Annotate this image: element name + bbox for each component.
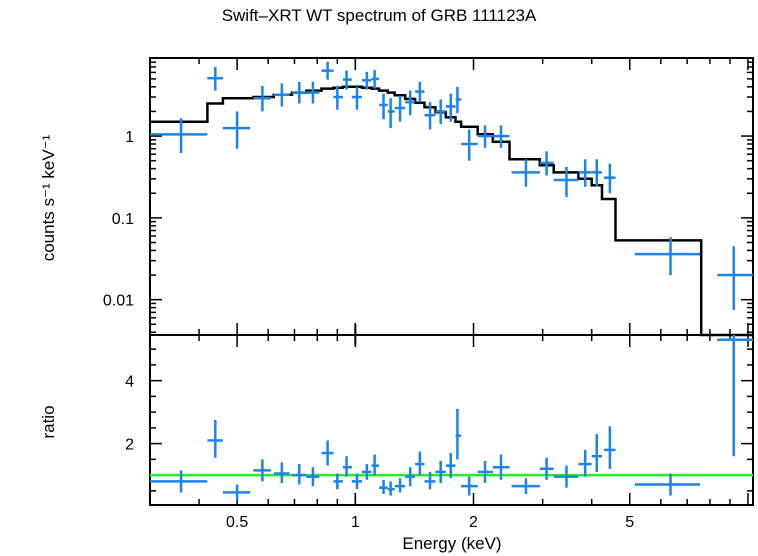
data-point	[292, 464, 307, 485]
data-point	[273, 83, 290, 107]
y-tick-label: 4	[125, 374, 134, 391]
y-axis-label-top: counts s⁻¹ keV⁻¹	[39, 134, 58, 261]
data-point	[150, 470, 208, 493]
data-point	[455, 86, 462, 114]
data-point	[361, 71, 372, 90]
data-point	[405, 467, 416, 487]
x-tick-label: 2	[469, 514, 478, 531]
bottom-panel-axes: 0.5 1 2 5 2 4	[125, 335, 753, 531]
x-tick-label: 0.5	[226, 514, 248, 531]
data-point	[333, 85, 343, 110]
data-point	[591, 434, 603, 472]
data-point	[424, 102, 436, 130]
data-point	[539, 151, 554, 176]
data-point	[578, 449, 592, 477]
data-point	[591, 159, 603, 187]
x-tick-label: 1	[351, 514, 360, 531]
data-point	[435, 99, 446, 125]
data-point	[253, 459, 272, 482]
top-panel-axes: 1 0.1 0.01	[103, 57, 753, 345]
data-point	[292, 81, 307, 104]
y-tick-label: 0.1	[112, 211, 134, 228]
data-point	[207, 420, 223, 458]
data-point	[492, 125, 510, 148]
data-point	[461, 476, 478, 496]
data-point	[553, 166, 579, 197]
data-point	[222, 111, 251, 149]
data-point	[387, 98, 395, 129]
data-point	[333, 473, 343, 490]
data-point	[351, 86, 362, 110]
data-point	[306, 467, 320, 487]
data-point	[435, 460, 446, 483]
data-point	[321, 61, 334, 80]
data-point	[150, 118, 208, 154]
data-point	[553, 465, 579, 488]
data-point	[717, 246, 753, 310]
chart-title: Swift–XRT WT spectrum of GRB 111123A	[221, 6, 537, 25]
data-point	[604, 426, 616, 469]
data-point	[405, 90, 416, 116]
y-tick-label: 0.01	[103, 293, 134, 310]
y-axis-label-bottom: ratio	[39, 405, 58, 438]
data-point	[445, 93, 456, 122]
data-point	[342, 456, 352, 477]
model-line	[150, 85, 753, 337]
data-point	[342, 70, 352, 90]
data-point	[455, 408, 462, 460]
data-point	[492, 454, 510, 480]
y-tick-label: 1	[125, 129, 134, 146]
data-point	[415, 81, 425, 103]
data-point	[604, 163, 616, 194]
data-point	[371, 70, 380, 89]
data-point	[379, 479, 388, 494]
data-point	[273, 462, 290, 483]
x-axis-label: Energy (keV)	[402, 534, 501, 553]
data-point	[717, 335, 753, 457]
data-point	[424, 471, 436, 490]
data-point	[445, 453, 456, 479]
data-point	[511, 478, 540, 494]
data-point	[371, 454, 380, 476]
data-point	[379, 93, 388, 120]
spectrum-data-points	[150, 61, 753, 310]
data-point	[222, 484, 251, 501]
data-point	[511, 159, 540, 187]
data-point	[477, 125, 493, 148]
data-point	[634, 473, 701, 496]
data-point	[634, 237, 701, 276]
ratio-data-points	[150, 335, 753, 501]
data-point	[351, 473, 362, 490]
data-point	[306, 81, 320, 104]
y-tick-label: 2	[125, 437, 134, 454]
bottom-panel-frame	[149, 334, 754, 506]
data-point	[461, 129, 478, 161]
data-point	[578, 159, 592, 187]
data-point	[321, 440, 334, 466]
data-point	[361, 464, 372, 480]
data-point	[207, 66, 223, 91]
data-point	[415, 451, 425, 476]
data-point	[394, 95, 406, 122]
data-point	[253, 85, 272, 112]
data-point	[477, 460, 493, 483]
data-point	[387, 481, 395, 496]
data-point	[539, 457, 554, 480]
x-tick-label: 5	[625, 514, 634, 531]
model-histogram	[150, 85, 753, 337]
data-point	[394, 478, 406, 493]
